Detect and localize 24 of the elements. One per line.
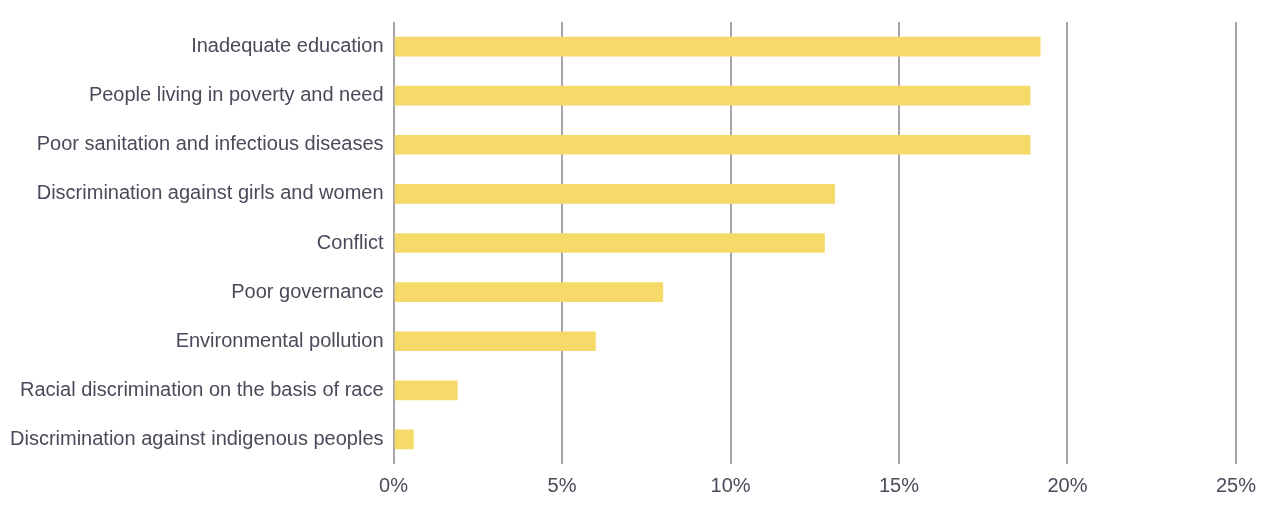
bar [394, 429, 414, 450]
bar [394, 134, 1031, 155]
bar [394, 233, 825, 253]
y-tick-label: Racial discrimination on the basis of race [20, 377, 384, 400]
y-tick-label: Discrimination against indigenous peoples [9, 426, 384, 449]
x-tick-label: 0% [379, 473, 409, 496]
x-tick-label: 10% [710, 473, 751, 496]
x-tick-label: 5% [547, 473, 577, 496]
bar [394, 85, 1031, 106]
y-tick-label: Poor governance [231, 279, 384, 302]
y-tick-label: People living in poverty and need [88, 83, 384, 106]
x-tick-label: 20% [1047, 473, 1088, 496]
x-tick-label: 25% [1215, 473, 1257, 496]
y-tick-label: Poor sanitation and infectious diseases [36, 132, 384, 155]
y-tick-label: Conflict [316, 230, 384, 253]
x-tick-label: 15% [879, 473, 920, 496]
bar [394, 380, 458, 401]
y-tick-label: Inadequate education [191, 34, 384, 57]
y-tick-label: Discrimination against girls and women [36, 181, 384, 204]
y-tick-label: Environmental pollution [175, 328, 384, 351]
bar [394, 184, 835, 204]
bar [394, 331, 596, 352]
bar [394, 282, 664, 302]
bar [394, 36, 1041, 57]
